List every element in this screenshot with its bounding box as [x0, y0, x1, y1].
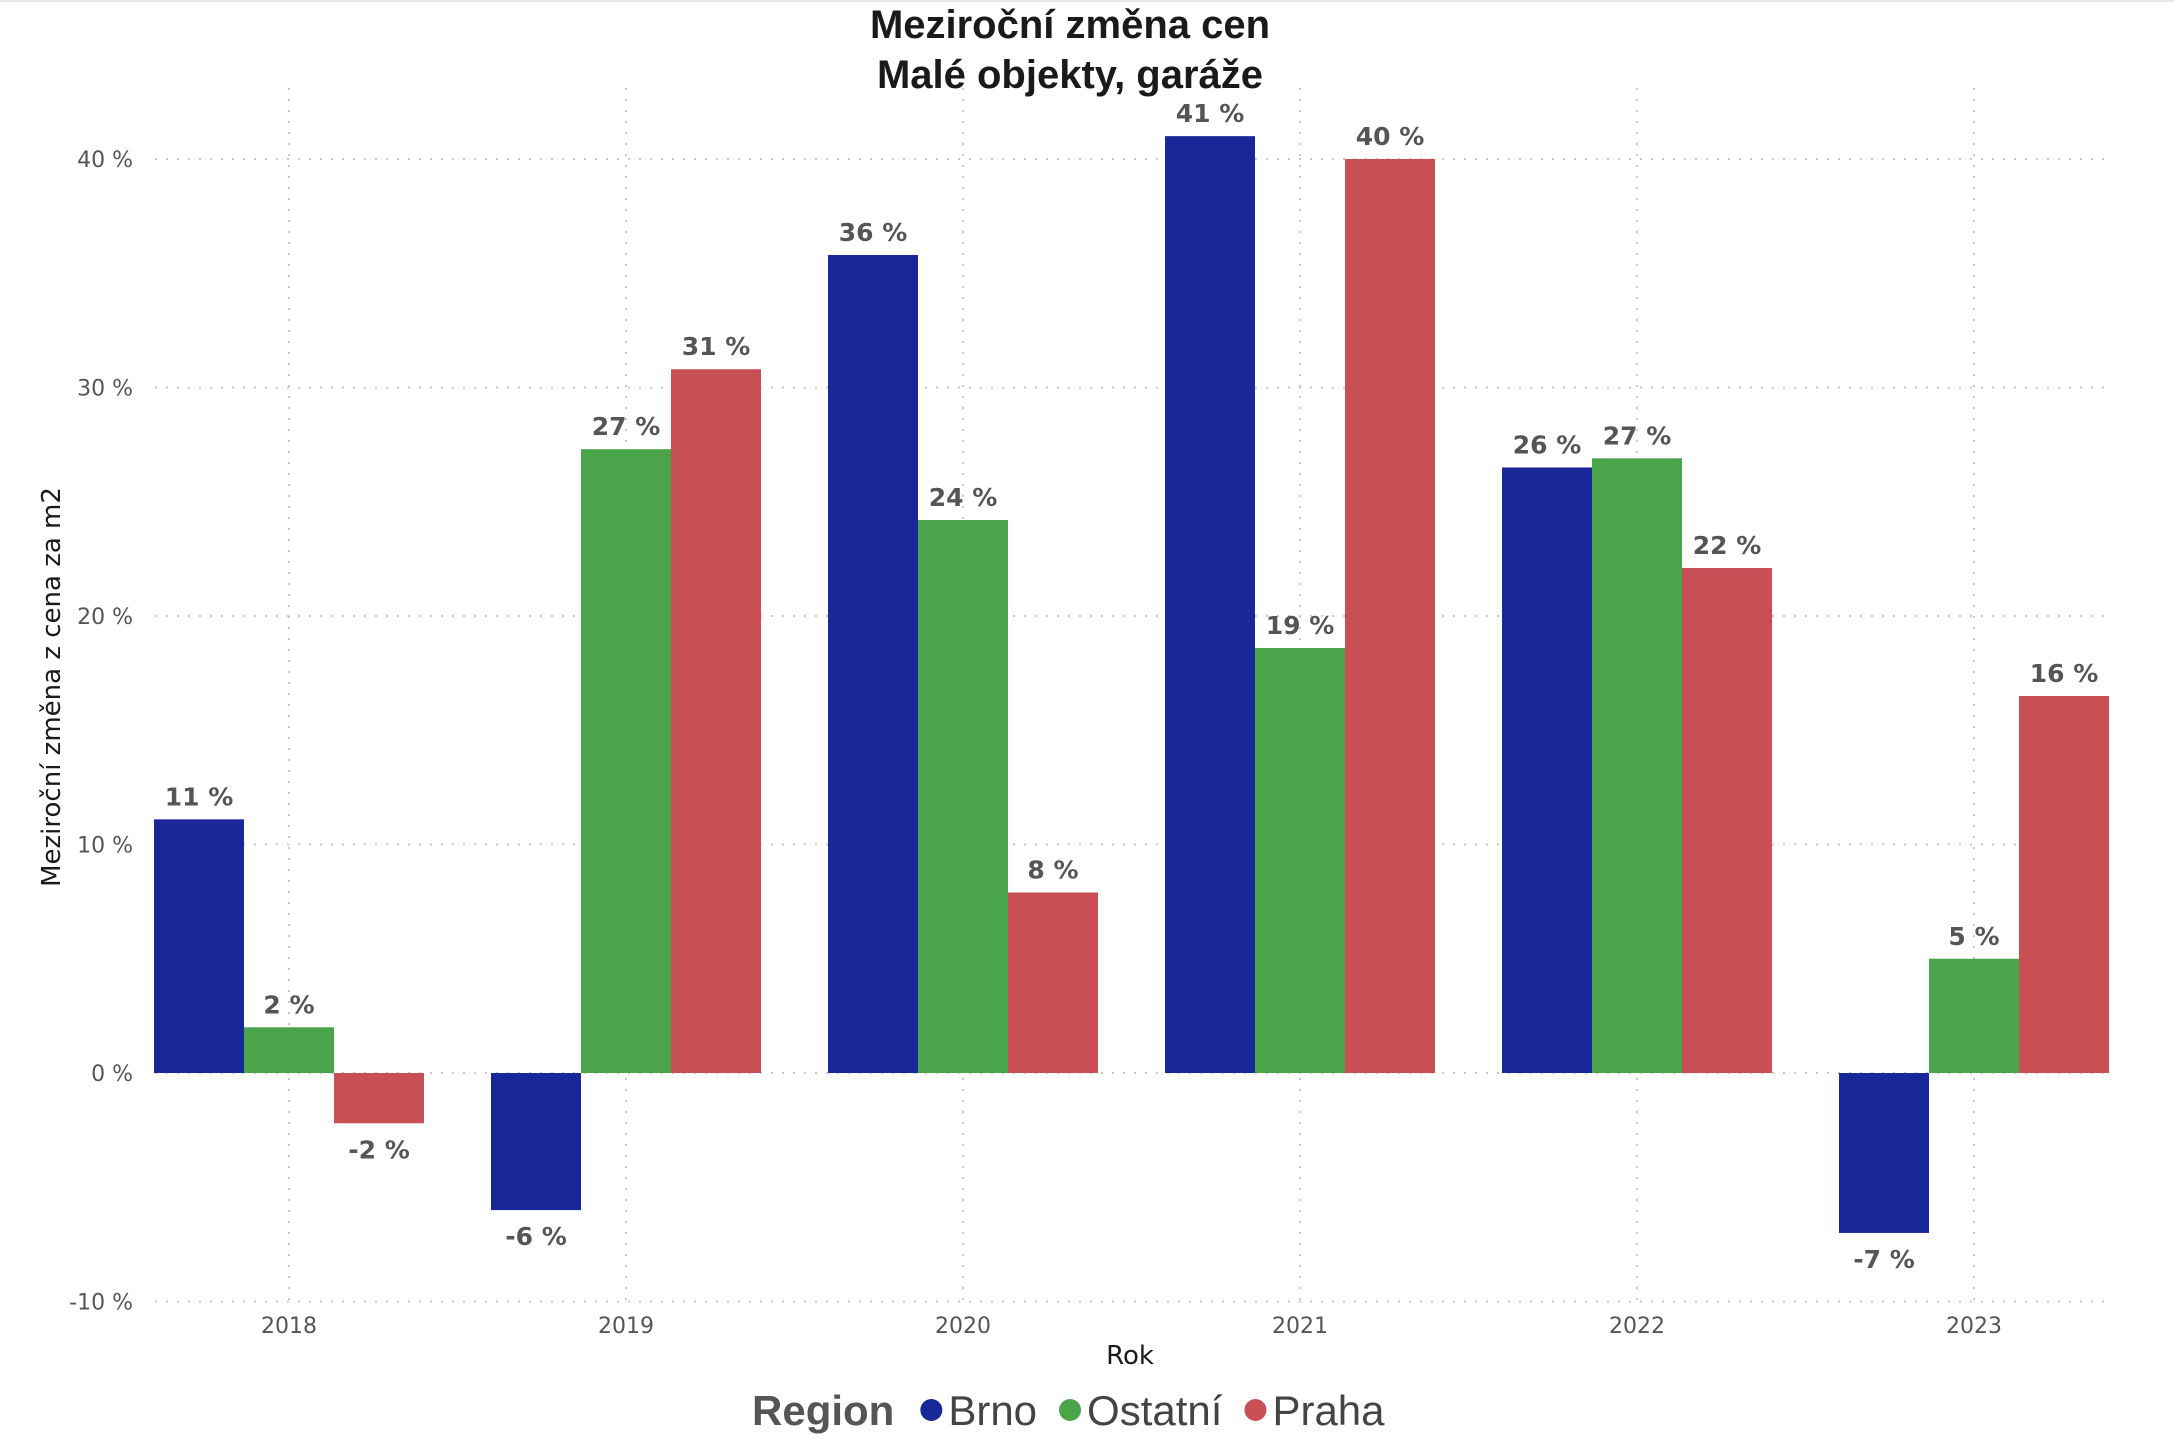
- bar-praha-2022: [1682, 568, 1772, 1073]
- bar-praha-2021: [1345, 159, 1435, 1073]
- top-rule: [0, 0, 2174, 2]
- legend-marker: [1059, 1399, 1082, 1421]
- data-label: -7 %: [1853, 1245, 1915, 1274]
- legend-title: Region: [752, 1387, 894, 1434]
- data-label: 2 %: [263, 990, 314, 1019]
- data-label: 40 %: [1356, 122, 1425, 151]
- legend: Region Brno Ostatní Praha: [752, 1387, 1385, 1434]
- data-label: 11 %: [165, 782, 234, 811]
- bar-ostatní-2023: [1929, 958, 2019, 1073]
- data-label: 22 %: [1693, 531, 1762, 560]
- bar-brno-2020: [828, 254, 918, 1074]
- bar-praha-2020: [1008, 892, 1098, 1073]
- legend-label: Praha: [1272, 1387, 1385, 1434]
- bar-praha-2019: [671, 369, 761, 1074]
- data-label: 24 %: [929, 483, 998, 512]
- bar-ostatní-2018: [244, 1027, 334, 1073]
- gridlines: [155, 88, 2108, 1303]
- data-label: -2 %: [348, 1135, 410, 1164]
- data-label: -6 %: [505, 1222, 567, 1251]
- data-label: 27 %: [592, 412, 661, 441]
- y-tick-label: 0 %: [91, 1062, 133, 1087]
- bar-brno-2019: [491, 1073, 581, 1211]
- legend-items: Brno Ostatní Praha: [920, 1387, 1385, 1434]
- data-label: 36 %: [839, 218, 908, 247]
- data-label: 41 %: [1176, 99, 1245, 128]
- y-tick-label: 30 %: [77, 377, 133, 402]
- chart-title: Meziroční změna cen: [870, 3, 1270, 47]
- data-label: 26 %: [1513, 430, 1582, 459]
- x-tick-label: 2019: [598, 1314, 654, 1339]
- bar-brno-2018: [154, 819, 244, 1073]
- data-label: 8 %: [1027, 855, 1078, 884]
- y-axis-title: Meziroční změna z cena za m2: [37, 487, 67, 887]
- data-label: 27 %: [1603, 421, 1672, 450]
- data-labels: 11 % -6 % 36 % 41 % 26 % -7 % 2 % 27 % 24 % 19 % 2…: [165, 99, 2099, 1274]
- x-tick-label: 2023: [1946, 1314, 2002, 1339]
- bar-ostatní-2022: [1592, 458, 1682, 1074]
- bar-ostatní-2019: [581, 449, 671, 1073]
- data-label: 16 %: [2030, 659, 2099, 688]
- y-tick-label: -10 %: [69, 1291, 133, 1316]
- y-axis-ticks: 40 % 30 % 20 % 10 % 0 % -10 %: [69, 148, 133, 1316]
- y-tick-label: 20 %: [77, 605, 133, 630]
- x-tick-label: 2018: [261, 1314, 317, 1339]
- legend-marker: [920, 1399, 943, 1421]
- bar-brno-2021: [1165, 136, 1255, 1073]
- legend-label: Ostatní: [1087, 1387, 1223, 1434]
- x-tick-label: 2022: [1609, 1314, 1665, 1339]
- bar-brno-2022: [1502, 467, 1592, 1074]
- y-tick-label: 40 %: [77, 148, 133, 173]
- legend-marker: [1244, 1399, 1267, 1421]
- x-tick-label: 2020: [935, 1314, 991, 1339]
- data-label: 31 %: [682, 332, 751, 361]
- bar-praha-2018: [334, 1073, 424, 1124]
- legend-label: Brno: [948, 1387, 1037, 1434]
- x-tick-label: 2021: [1272, 1314, 1328, 1339]
- chart-subtitle: Malé objekty, garáže: [877, 53, 1263, 97]
- bar-brno-2023: [1839, 1073, 1929, 1233]
- y-tick-label: 10 %: [77, 834, 133, 859]
- data-label: 19 %: [1266, 611, 1335, 640]
- bars: [154, 136, 2109, 1233]
- data-label: 5 %: [1948, 922, 1999, 951]
- bar-ostatní-2021: [1255, 647, 1345, 1073]
- x-axis-title: Rok: [1106, 1341, 1154, 1371]
- bar-ostatní-2020: [918, 520, 1008, 1073]
- x-axis-ticks: 2018 2019 2020 2021 2022 2023: [261, 1314, 2002, 1339]
- bar-praha-2023: [2019, 695, 2109, 1073]
